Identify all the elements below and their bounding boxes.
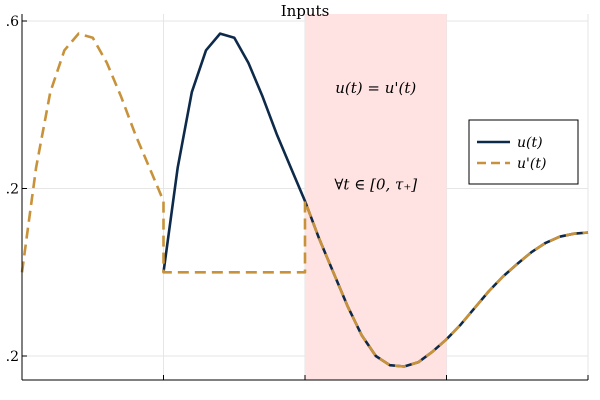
y-tick-label: .2	[6, 349, 19, 365]
y-tick-label: .6	[6, 14, 19, 30]
series-line-1	[20, 32, 589, 368]
legend-label-0: u(t)	[517, 135, 543, 151]
plot-lines	[20, 32, 589, 368]
legend-box	[468, 119, 579, 185]
annotations: u(t) = u'(t) ∀t ∈ [0, τ₊]	[334, 79, 417, 193]
legend: u(t) u'(t)	[468, 119, 579, 185]
axis-ticks: .2 .2 .6	[6, 14, 589, 380]
annotation-1: ∀t ∈ [0, τ₊]	[334, 175, 417, 193]
series-line-0	[162, 32, 589, 368]
chart-title: Inputs	[281, 2, 330, 20]
legend-label-1: u'(t)	[517, 156, 546, 172]
shaded-region	[305, 14, 447, 380]
y-tick-label: .2	[6, 182, 19, 198]
annotation-0: u(t) = u'(t)	[335, 79, 416, 97]
